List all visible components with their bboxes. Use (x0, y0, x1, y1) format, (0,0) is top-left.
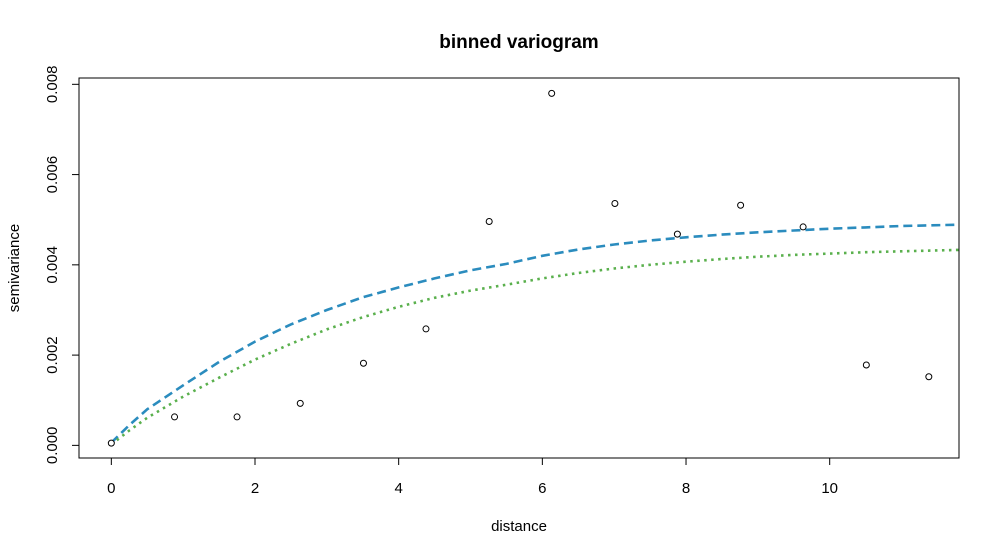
data-point (296, 399, 304, 407)
y-tick-label: 0.006 (44, 156, 61, 194)
y-tick-label: 0.000 (44, 427, 61, 465)
data-point (359, 359, 367, 367)
y-axis: 0.000 0.002 0.004 0.006 0.008 (44, 66, 80, 465)
data-point (548, 89, 556, 97)
empirical-points (107, 89, 933, 447)
data-point (107, 439, 115, 447)
chart-title: binned variogram (439, 32, 598, 53)
x-tick-label: 10 (821, 480, 838, 497)
data-point (171, 413, 179, 421)
y-tick-label: 0.004 (44, 246, 61, 284)
dotted-model-curve (110, 248, 960, 446)
x-tick-label: 0 (107, 480, 115, 497)
data-point (422, 325, 430, 333)
plot-frame (78, 77, 960, 459)
data-point (925, 373, 933, 381)
dashed-model-curve (110, 223, 960, 444)
data-point (799, 223, 807, 231)
data-point (673, 230, 681, 238)
data-point (485, 218, 493, 226)
model-curves (110, 223, 960, 446)
y-tick-label: 0.002 (44, 336, 61, 374)
data-point (737, 201, 745, 209)
data-point (611, 199, 619, 207)
x-tick-label: 4 (395, 480, 403, 497)
x-tick-label: 8 (682, 480, 690, 497)
y-tick-label: 0.008 (44, 66, 61, 104)
x-tick-label: 2 (251, 480, 259, 497)
x-tick-label: 6 (538, 480, 546, 497)
x-axis-title: distance (491, 518, 547, 535)
x-axis: 0 2 4 6 8 10 (107, 457, 838, 497)
data-point (233, 413, 241, 421)
data-point (862, 361, 870, 369)
y-axis-title: semivariance (6, 224, 23, 312)
